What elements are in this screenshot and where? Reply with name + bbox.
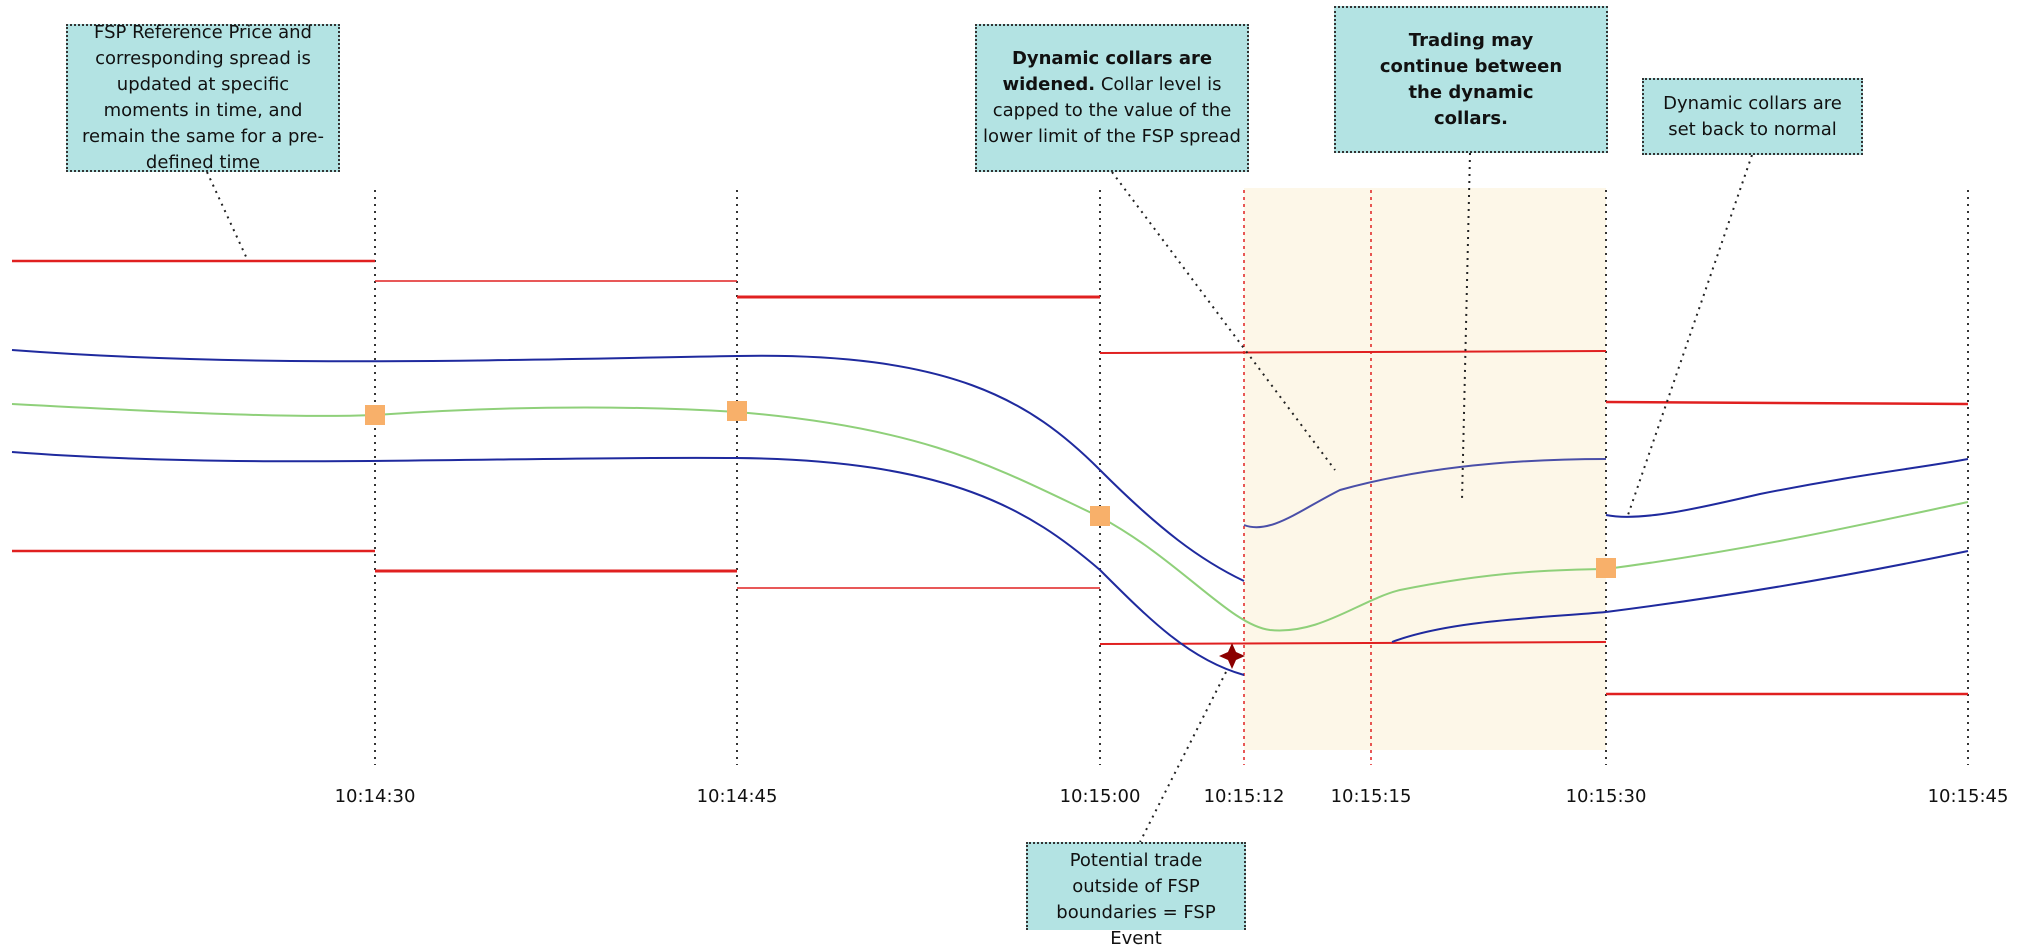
callout-trading-text: Trading may continue between the dynamic… (1379, 29, 1563, 129)
time-label: 10:15:15 (1330, 786, 1412, 807)
reference-points (365, 401, 1616, 578)
callout-potential-trade-text: Potential trade outside of FSP boundarie… (1056, 850, 1216, 949)
time-label: 10:14:45 (696, 786, 778, 807)
fsp-timeline-diagram (11, 152, 1969, 843)
time-label: 10:15:30 (1565, 786, 1647, 807)
fsp-upper-seg-4 (1099, 350, 1607, 354)
fsp-spread-limits (12, 259, 1969, 696)
time-label: 10:15:45 (1927, 786, 2009, 807)
upper-collar-normal (11, 349, 1245, 582)
time-label: 10:14:30 (334, 786, 416, 807)
dynamic-collars (11, 349, 1969, 676)
lower-collar-restored (1605, 550, 1969, 613)
upper-collar-restored (1605, 458, 1969, 518)
callout-potential-trade: Potential trade outside of FSP boundarie… (1026, 842, 1246, 949)
leader-lines (206, 152, 1753, 843)
leader-trading (1461, 152, 1471, 501)
leader-fsp-reference (206, 171, 249, 262)
square-marker-icon (727, 401, 747, 421)
fsp-reference-price-line (11, 403, 1969, 632)
fsp-lower-seg-4 (1099, 641, 1607, 645)
callout-set-back-text: Dynamic collars are set back to normal (1663, 92, 1842, 140)
callout-trading-continue: Trading may continue between the dynamic… (1334, 6, 1608, 153)
callout-fsp-reference-text: FSP Reference Price and corresponding sp… (82, 22, 324, 173)
lower-collar-widened (1391, 611, 1607, 643)
widened-period-highlight (1244, 188, 1606, 750)
four-point-star-icon (1219, 643, 1245, 669)
callout-set-back: Dynamic collars are set back to normal (1642, 78, 1863, 155)
square-marker-icon (1596, 558, 1616, 578)
time-label: 10:15:12 (1203, 786, 1285, 807)
time-label: 10:15:00 (1059, 786, 1141, 807)
upper-collar-widened (1243, 458, 1607, 529)
fsp-upper-seg-5 (1605, 400, 1969, 406)
time-guides (374, 190, 1969, 765)
callout-widened-bold: Dynamic collars are widened. (1002, 48, 1213, 95)
square-marker-icon (365, 405, 385, 425)
lower-collar-normal (11, 451, 1245, 676)
callout-fsp-reference: FSP Reference Price and corresponding sp… (66, 22, 340, 173)
time-guides-red (1243, 190, 1372, 765)
callout-widened-rest: Collar level is capped to the value of t… (983, 74, 1241, 147)
callout-collars-widened: Dynamic collars are widened. Collar leve… (975, 24, 1249, 172)
leader-set-back (1627, 154, 1753, 516)
leader-potential-trade (1139, 671, 1227, 843)
square-marker-icon (1090, 506, 1110, 526)
